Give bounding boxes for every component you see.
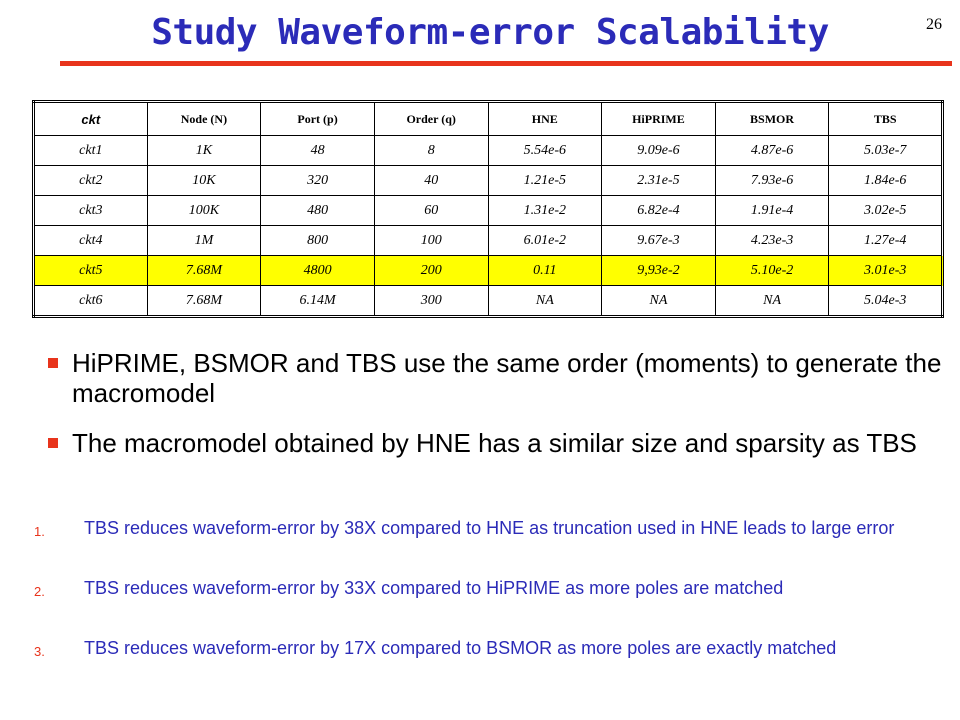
table-cell: 5.54e-6 <box>487 135 603 166</box>
item-number: 3. <box>34 644 45 659</box>
table-cell: NA <box>601 285 716 317</box>
table-cell: 6.01e-2 <box>487 225 603 256</box>
table-cell: ckt4 <box>33 225 148 256</box>
table-cell: 60 <box>373 195 489 226</box>
table-cell: 1.84e-6 <box>828 165 943 196</box>
table-cell: 9.09e-6 <box>601 135 716 166</box>
table-cell: 200 <box>373 255 489 286</box>
table-cell: 40 <box>373 165 489 196</box>
table-cell: ckt3 <box>33 195 148 226</box>
column-header: HiPRIME <box>601 101 716 136</box>
table-cell: 320 <box>260 165 375 196</box>
table-cell: 0.11 <box>487 255 603 286</box>
table-cell: 1.21e-5 <box>487 165 603 196</box>
table-cell: 10K <box>146 165 262 196</box>
table-cell: 8 <box>373 135 489 166</box>
table-cell: 6.82e-4 <box>601 195 716 226</box>
bullet-item: HiPRIME, BSMOR and TBS use the same orde… <box>48 348 952 408</box>
table-cell: 100K <box>146 195 262 226</box>
column-header: Port (p) <box>260 101 375 136</box>
table-cell: ckt2 <box>33 165 148 196</box>
numbered-item: 2. TBS reduces waveform-error by 33X comp… <box>34 578 934 599</box>
table-cell: NA <box>487 285 603 317</box>
table-cell: ckt5 <box>33 255 148 286</box>
header-row: ckt Node (N) Port (p) Order (q) HNE HiPRIME BS… <box>33 101 943 136</box>
table-cell: 480 <box>260 195 375 226</box>
table-cell: 2.31e-5 <box>601 165 716 196</box>
table-cell: 7.68M <box>146 255 262 286</box>
item-text: TBS reduces waveform-error by 33X compar… <box>84 578 784 598</box>
column-header: Node (N) <box>146 101 262 136</box>
table-row: ckt3 100K 480 60 1.31e-2 6.82e-4 1.91e-4 3.02e-… <box>33 195 943 226</box>
table-cell: 1M <box>146 225 262 256</box>
table-cell: ckt1 <box>33 135 148 166</box>
table-cell: NA <box>714 285 830 317</box>
table-row: ckt5 7.68M 4800 200 0.11 9,93e-2 5.10e-2 3.01e-… <box>33 255 943 286</box>
item-text: TBS reduces waveform-error by 38X compar… <box>84 518 895 538</box>
item-number: 2. <box>34 584 45 599</box>
slide-title: Study Waveform-error Scalability <box>151 12 829 53</box>
numbered-item: 3. TBS reduces waveform-error by 17X comp… <box>34 638 934 659</box>
table-cell: ckt6 <box>33 285 148 317</box>
table-cell: 9.67e-3 <box>601 225 716 256</box>
table-cell: 3.02e-5 <box>828 195 943 226</box>
table-cell: 9,93e-2 <box>601 255 716 286</box>
table-cell: 3.01e-3 <box>828 255 943 286</box>
table-cell: 5.04e-3 <box>828 285 943 317</box>
table-cell: 1K <box>146 135 262 166</box>
table-cell: 300 <box>373 285 489 317</box>
table-cell: 5.03e-7 <box>828 135 943 166</box>
item-number: 1. <box>34 524 45 539</box>
table-row: ckt4 1M 800 100 6.01e-2 9.67e-3 4.23e-3 1.27e-4 <box>33 225 943 256</box>
table-row: ckt2 10K 320 40 1.21e-5 2.31e-5 7.93e-6 1.84e-6 <box>33 165 943 196</box>
title-rule <box>60 61 952 66</box>
table-cell: 4.23e-3 <box>714 225 830 256</box>
table-cell: 800 <box>260 225 375 256</box>
column-header: HNE <box>487 101 603 136</box>
numbered-item: 1. TBS reduces waveform-error by 38X comp… <box>34 518 934 539</box>
table-cell: 7.68M <box>146 285 262 317</box>
bullet-item: The macromodel obtained by HNE has a sim… <box>48 428 952 458</box>
table-cell: 1.27e-4 <box>828 225 943 256</box>
table-row: ckt1 1K 48 8 5.54e-6 9.09e-6 4.87e-6 5.03e-7 <box>33 135 943 166</box>
table-cell: 4.87e-6 <box>714 135 830 166</box>
table-cell: 4800 <box>260 255 375 286</box>
column-header: Order (q) <box>373 101 489 136</box>
table-cell: 1.31e-2 <box>487 195 603 226</box>
column-header: ckt <box>33 101 148 136</box>
table-cell: 6.14M <box>260 285 375 317</box>
table-cell: 100 <box>373 225 489 256</box>
table-cell: 7.93e-6 <box>714 165 830 196</box>
column-header: BSMOR <box>714 101 830 136</box>
item-text: TBS reduces waveform-error by 17X compar… <box>84 638 837 658</box>
column-header: TBS <box>828 101 943 136</box>
results-table: ckt Node (N) Port (p) Order (q) HNE HiPRIME BS… <box>32 100 944 318</box>
table-cell: 5.10e-2 <box>714 255 830 286</box>
table-cell: 48 <box>260 135 375 166</box>
table-row: ckt6 7.68M 6.14M 300 NA NA NA 5.04e-3 <box>33 285 943 317</box>
page-number: 26 <box>926 16 942 33</box>
table-cell: 1.91e-4 <box>714 195 830 226</box>
